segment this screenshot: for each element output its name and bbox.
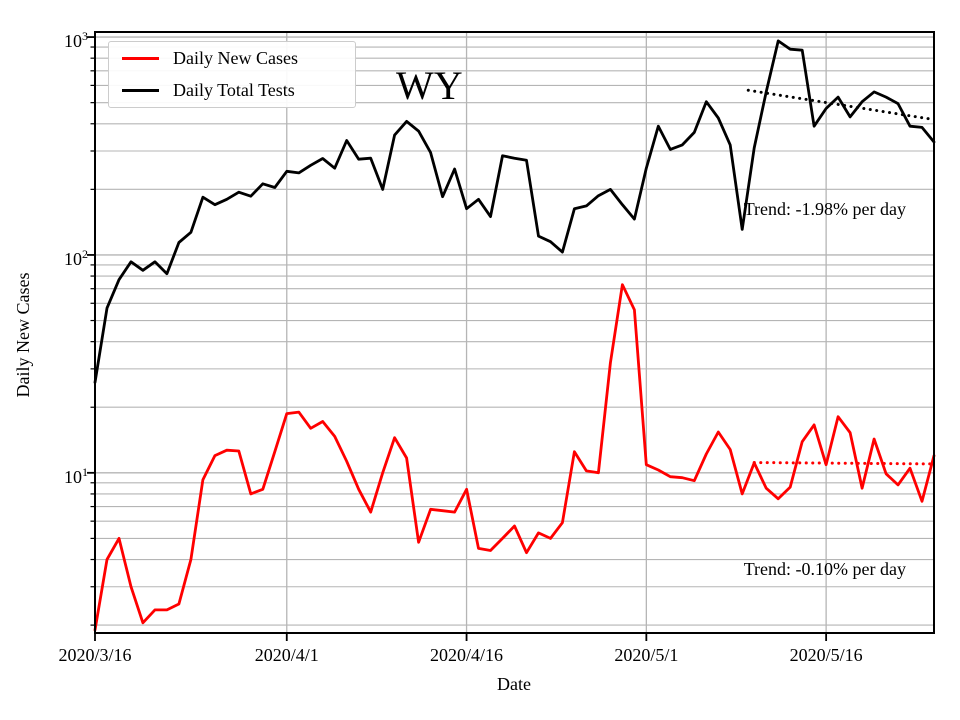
x-tick-label: 2020/3/16 xyxy=(58,645,132,665)
legend-line-sample-black xyxy=(122,89,159,92)
y-tick-label: 103 xyxy=(64,29,88,52)
x-tick-label: 2020/5/16 xyxy=(789,645,863,665)
legend-entry-tests: Daily Total Tests xyxy=(109,75,355,106)
legend-label-cases: Daily New Cases xyxy=(173,48,298,68)
axes-spines xyxy=(94,31,935,634)
x-tick-label: 2020/4/1 xyxy=(254,645,319,665)
x-tick-label: 2020/5/1 xyxy=(614,645,679,665)
legend-line-sample-red xyxy=(122,57,159,60)
trend-annotation-tests: Trend: -1.98% per day xyxy=(743,199,906,219)
x-tick-label: 2020/4/16 xyxy=(430,645,504,665)
x-axis-label: Date xyxy=(497,674,531,694)
legend: Daily New Cases Daily Total Tests xyxy=(108,41,356,108)
series-line-daily-total-tests xyxy=(93,39,936,384)
legend-entry-cases: Daily New Cases xyxy=(109,43,355,74)
plot-title: WY xyxy=(396,63,463,108)
y-tick-label: 101 xyxy=(64,464,88,487)
series-line-daily-new-cases xyxy=(93,283,936,632)
trend-line-tests xyxy=(746,88,936,122)
trend-annotation-cases: Trend: -0.10% per day xyxy=(743,559,906,579)
y-tick-label: 102 xyxy=(64,246,88,269)
legend-label-tests: Daily Total Tests xyxy=(173,80,295,100)
trend-line-cases xyxy=(752,461,936,466)
